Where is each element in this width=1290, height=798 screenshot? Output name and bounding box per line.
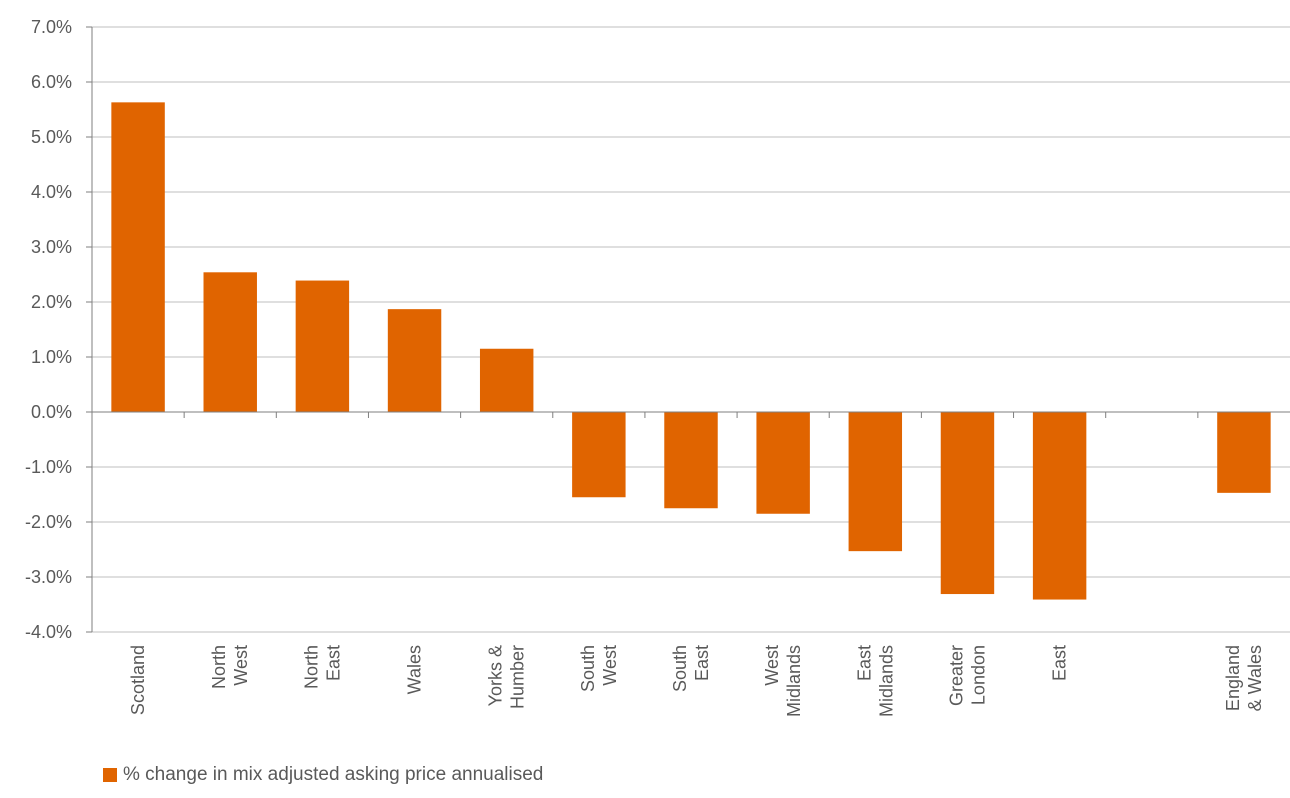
bar: [664, 412, 718, 509]
x-category-label-line: Scotland: [128, 645, 148, 715]
y-tick-label: 0.0%: [31, 402, 72, 422]
x-category-label-line: Humber: [508, 645, 528, 709]
y-tick-label: 3.0%: [31, 237, 72, 257]
legend: % change in mix adjusted asking price an…: [103, 764, 543, 786]
y-tick-label: -4.0%: [25, 622, 72, 642]
x-category-label-line: East: [692, 645, 712, 681]
bar: [1032, 412, 1087, 600]
x-category-label: East Midlands: [854, 645, 896, 717]
x-category-label: South West: [578, 645, 620, 692]
x-category-label-line: South: [578, 645, 598, 692]
x-category-label-line: Greater: [946, 645, 966, 706]
x-category-label: Scotland: [128, 645, 148, 715]
y-tick-label: 5.0%: [31, 127, 72, 147]
gridlines: [86, 26, 1290, 633]
x-axis-category-labels: Scotland North West North East Wales Yorks & Hu…: [128, 645, 1265, 717]
y-tick-label: 6.0%: [31, 72, 72, 92]
bar: [295, 280, 350, 412]
bar: [940, 412, 995, 595]
y-tick-label: 4.0%: [31, 182, 72, 202]
y-tick-label: -3.0%: [25, 567, 72, 587]
x-category-label-line: East: [1050, 645, 1070, 681]
x-category-label-line: South: [670, 645, 690, 692]
bar: [572, 412, 626, 498]
x-category-label-line: West: [600, 645, 620, 686]
x-category-label: South East: [670, 645, 712, 692]
x-category-label: Wales: [405, 645, 425, 694]
bar: [479, 348, 534, 412]
y-tick-label: 7.0%: [31, 17, 72, 37]
x-category-label: West Midlands: [762, 645, 804, 717]
x-category-label-line: Yorks &: [486, 645, 506, 706]
axes: [91, 27, 1290, 632]
bar: [756, 412, 810, 514]
y-tick-label: 1.0%: [31, 347, 72, 367]
bar: [387, 309, 442, 412]
bar: [1217, 412, 1271, 493]
y-tick-label: 2.0%: [31, 292, 72, 312]
x-category-label-line: West: [762, 645, 782, 686]
x-category-label: North East: [301, 645, 343, 689]
x-category-label-line: Midlands: [784, 645, 804, 717]
x-category-label-line: North: [209, 645, 229, 689]
x-category-label-line: West: [231, 645, 251, 686]
bar: [203, 272, 257, 412]
bar: [848, 412, 903, 552]
y-axis-tick-labels: 7.0% 6.0% 5.0% 4.0% 3.0% 2.0% 1.0% 0.0% -1.0% -2.…: [25, 17, 72, 642]
x-category-label-line: North: [301, 645, 321, 689]
x-category-label: Greater London: [946, 645, 988, 706]
x-category-label: England & Wales: [1223, 645, 1265, 711]
x-category-label: East: [1050, 645, 1070, 681]
x-category-label-line: Midlands: [876, 645, 896, 717]
legend-label: % change in mix adjusted asking price an…: [123, 764, 544, 785]
y-tick-label: -2.0%: [25, 512, 72, 532]
x-category-label-line: East: [854, 645, 874, 681]
y-tick-label: -1.0%: [25, 457, 72, 477]
x-category-label: Yorks & Humber: [486, 645, 528, 709]
legend-swatch: [103, 768, 117, 782]
x-category-label-line: England: [1223, 645, 1243, 711]
x-category-label-line: London: [968, 645, 988, 705]
bars: [111, 102, 1271, 600]
x-category-label-line: East: [323, 645, 343, 681]
x-category-label-line: & Wales: [1245, 645, 1265, 711]
x-category-label-line: Wales: [405, 645, 425, 694]
bar: [111, 102, 165, 412]
x-category-label: North West: [209, 645, 251, 689]
